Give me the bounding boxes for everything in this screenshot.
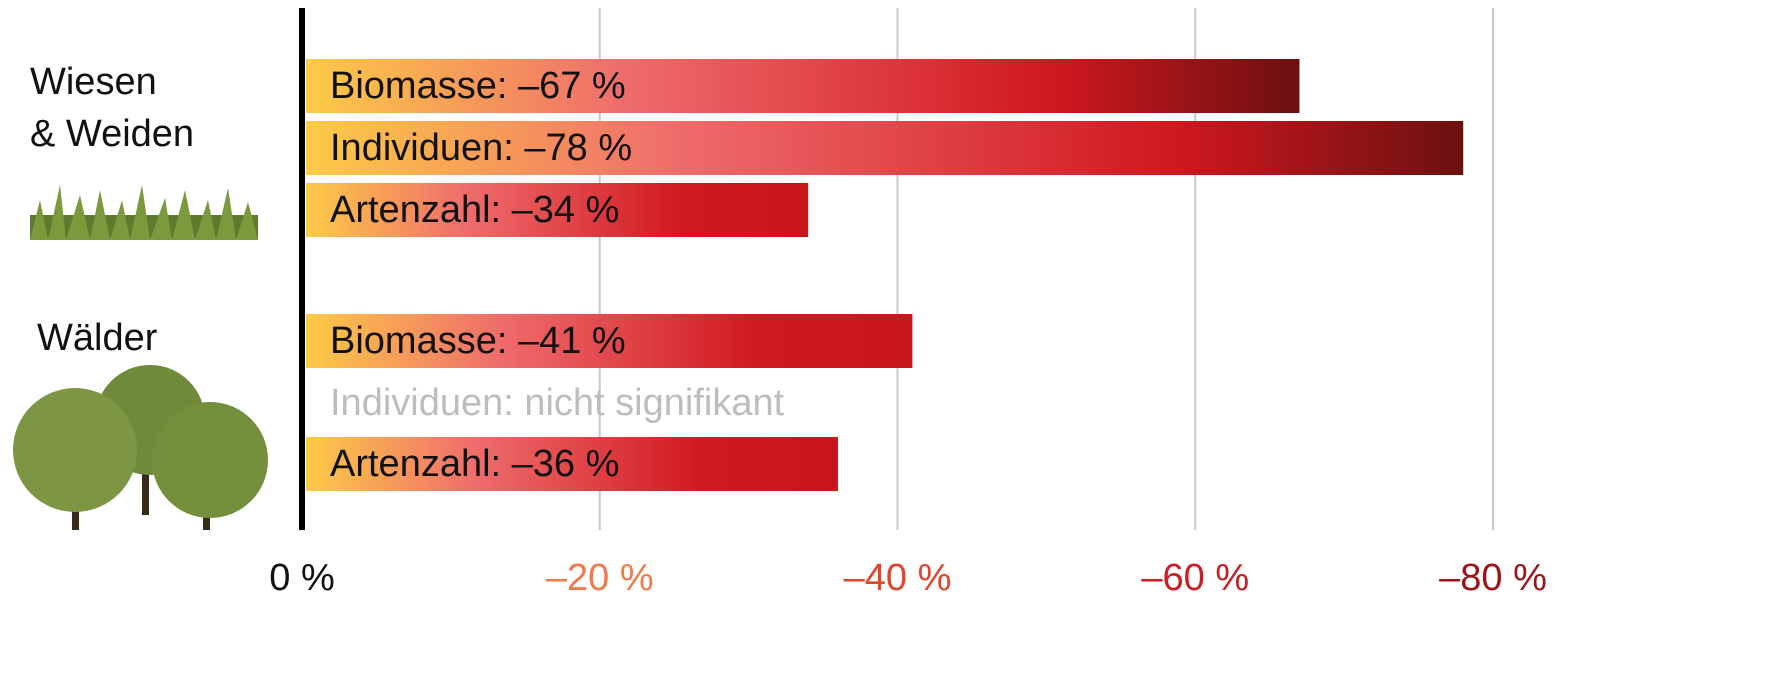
x-tick-label: 0 % (269, 557, 334, 599)
bar (306, 183, 809, 237)
x-tick-label: –80 % (1439, 557, 1547, 599)
bar-label: Biomasse: –41 % (330, 320, 626, 362)
bar (306, 314, 913, 368)
bar (306, 121, 1464, 175)
x-tick-label: –60 % (1141, 557, 1249, 599)
bar-label: Biomasse: –67 % (330, 65, 626, 107)
grass-icon (30, 185, 258, 240)
bar-label: Individuen: –78 % (330, 127, 632, 169)
trees-icon (13, 365, 268, 530)
bar-label: Individuen: nicht signifikant (330, 382, 785, 424)
bar (306, 437, 838, 491)
bar-label: Artenzahl: –34 % (330, 189, 619, 231)
x-tick-label: –20 % (546, 557, 654, 599)
bar (306, 59, 1300, 113)
group-label: Wälder (37, 317, 158, 359)
group-label: Wiesen & Weiden (30, 61, 195, 155)
bar-label: Artenzahl: –36 % (330, 443, 619, 485)
x-tick-label: –40 % (844, 557, 952, 599)
